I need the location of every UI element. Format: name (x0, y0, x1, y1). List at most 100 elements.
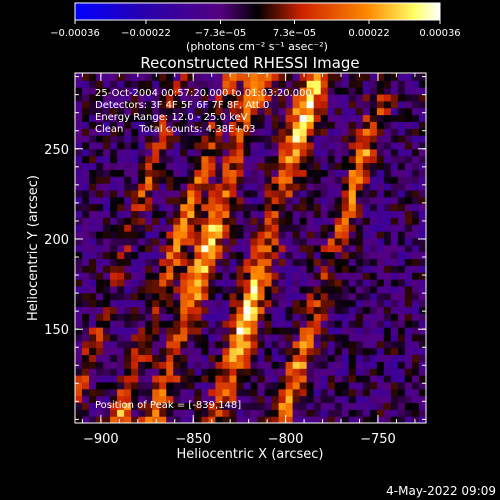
heatmap-cell (243, 299, 252, 308)
heatmap-cell (426, 238, 434, 245)
heatmap-cell (89, 285, 97, 294)
heatmap-cell (187, 368, 195, 376)
heatmap-cell (271, 299, 280, 308)
heatmap-cell (264, 141, 273, 150)
heatmap-cell (229, 299, 238, 308)
heatmap-cell (411, 265, 420, 273)
heatmap-cell (180, 121, 188, 129)
heatmap-cell (397, 148, 406, 157)
heatmap-cell (299, 340, 308, 349)
heatmap-cell (264, 333, 273, 342)
heatmap-cell (138, 73, 146, 81)
heatmap-cell (271, 279, 280, 287)
heatmap-cell (208, 368, 216, 376)
heatmap-cell (194, 251, 202, 260)
heatmap-cell (145, 265, 153, 273)
heatmap-cell (355, 292, 364, 301)
heatmap-cell (89, 244, 97, 253)
heatmap-cell (124, 251, 132, 260)
heatmap-cell (124, 237, 132, 246)
heatmap-cell (145, 231, 153, 239)
heatmap-cell (418, 299, 426, 308)
heatmap-cell (159, 375, 167, 383)
heatmap-cell (404, 237, 413, 246)
heatmap-cell (145, 388, 153, 397)
heatmap-cell (369, 231, 378, 239)
heatmap-cell (278, 368, 287, 376)
heatmap-cell (110, 340, 118, 349)
heatmap-cell (299, 189, 308, 198)
heatmap-cell (320, 128, 329, 136)
heatmap-cell (397, 416, 406, 423)
heatmap-cell (110, 402, 118, 410)
heatmap-cell (285, 333, 294, 342)
heatmap-cell (341, 114, 350, 122)
heatmap-cell (208, 340, 216, 349)
heatmap-cell (166, 196, 174, 205)
heatmap-cell (215, 189, 224, 198)
heatmap-cell (397, 258, 406, 266)
heatmap-cell (201, 402, 209, 410)
heatmap-cell (250, 141, 259, 150)
heatmap-cell (250, 203, 259, 212)
heatmap-cell (418, 395, 426, 404)
heatmap-cell (285, 210, 294, 218)
heatmap-cell (194, 210, 202, 218)
heatmap-cell (320, 388, 329, 397)
heatmap-cell (180, 409, 188, 417)
heatmap-cell (75, 272, 83, 280)
heatmap-cell (320, 279, 329, 287)
heatmap-cell (285, 73, 294, 81)
heatmap-cell (187, 203, 195, 212)
heatmap-cell (299, 265, 308, 273)
heatmap-cell (411, 224, 420, 232)
heatmap-cell (229, 237, 238, 246)
heatmap-cell (327, 93, 336, 102)
heatmap-cell (250, 388, 259, 397)
heatmap-cell (348, 299, 357, 308)
heatmap-cell (208, 402, 216, 410)
heatmap-cell (306, 395, 315, 404)
heatmap-cell (89, 203, 97, 212)
heatmap-cell (152, 121, 160, 129)
heatmap-cell (131, 80, 139, 88)
heatmap-cell (306, 224, 315, 232)
heatmap-cell (152, 128, 160, 136)
heatmap-cell (243, 224, 252, 232)
heatmap-cell (138, 285, 146, 294)
heatmap-cell (110, 148, 118, 157)
heatmap-cell (173, 141, 181, 150)
heatmap-cell (264, 231, 273, 239)
heatmap-cell (159, 141, 167, 150)
heatmap-cell (236, 231, 245, 239)
heatmap-cell (166, 251, 174, 260)
heatmap-cell (250, 231, 259, 239)
heatmap-cell (75, 299, 83, 308)
heatmap-cell (138, 114, 146, 122)
heatmap-cell (341, 237, 350, 246)
heatmap-cell (201, 203, 209, 212)
heatmap-cell (96, 361, 104, 369)
heatmap-cell (215, 73, 224, 81)
heatmap-cell (362, 183, 371, 191)
heatmap-cell (180, 183, 188, 191)
heatmap-cell (355, 258, 364, 266)
heatmap-cell (103, 347, 111, 356)
heatmap-cell (271, 375, 280, 383)
heatmap-cell (411, 299, 420, 308)
heatmap-cell (313, 80, 322, 88)
heatmap-cell (236, 237, 245, 246)
heatmap-cell (103, 107, 111, 116)
heatmap-cell (355, 395, 364, 404)
heatmap-cell (236, 265, 245, 273)
heatmap-cell (313, 395, 322, 404)
heatmap-cell (222, 381, 231, 390)
heatmap-cell (426, 94, 434, 101)
heatmap-cell (418, 224, 426, 232)
heatmap-cell (75, 100, 83, 109)
heatmap-cell (208, 217, 216, 225)
heatmap-cell (320, 217, 329, 225)
plot-frame (74, 72, 427, 424)
heatmap-cell (82, 224, 90, 232)
heatmap-cell (110, 354, 118, 362)
